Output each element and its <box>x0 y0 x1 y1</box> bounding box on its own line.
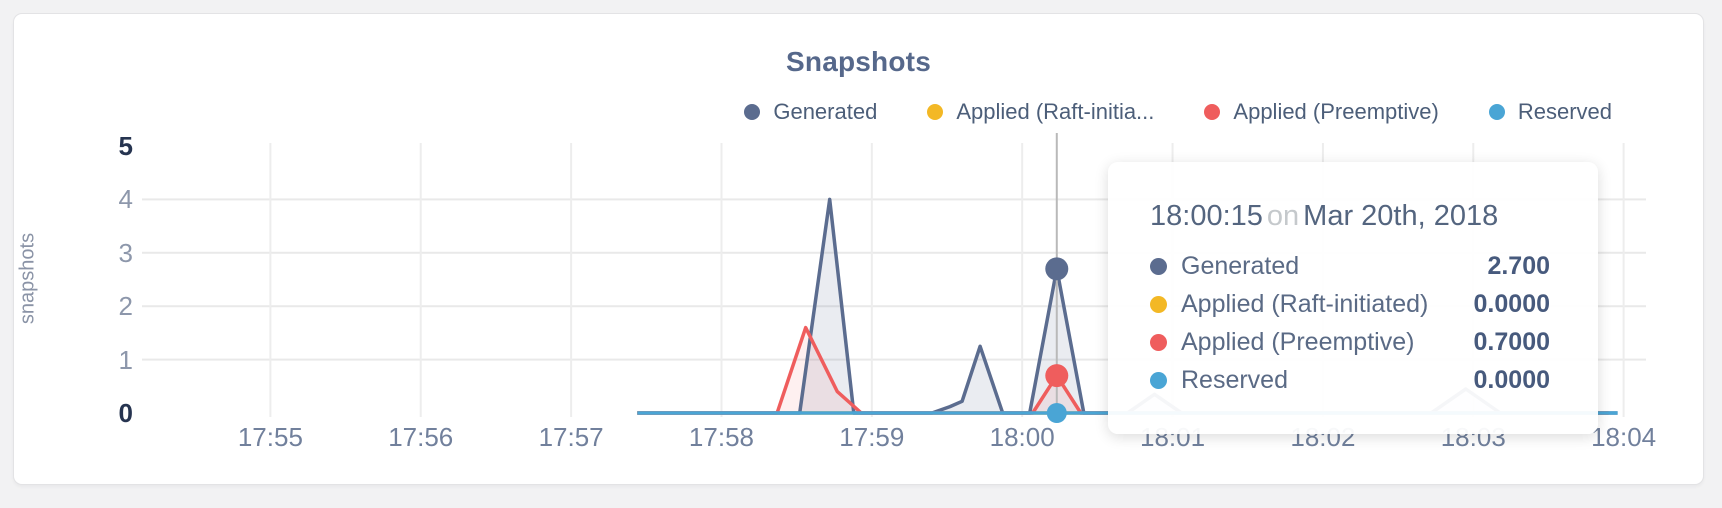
tooltip-row-reserved: Reserved 0.0000 <box>1150 361 1550 399</box>
tooltip-series-label: Reserved <box>1181 365 1288 394</box>
tooltip-connector: on <box>1266 200 1300 232</box>
tooltip-date: Mar 20th, 2018 <box>1303 200 1499 232</box>
x-tick-label: 17:59 <box>839 422 905 452</box>
legend-dot-icon <box>1204 104 1221 120</box>
x-tick-label: 17:58 <box>688 422 754 452</box>
tooltip-series-value: 2.700 <box>1487 251 1550 280</box>
hover-marker-Generated <box>1045 257 1069 281</box>
y-tick-label: 4 <box>118 184 133 215</box>
y-tick-label: 5 <box>118 131 133 161</box>
legend-item-applied-preemptive[interactable]: Applied (Preemptive) <box>1204 99 1439 125</box>
tooltip-series-value: 0.7000 <box>1473 327 1550 356</box>
y-tick-label: 1 <box>118 344 133 375</box>
legend-label: Applied (Preemptive) <box>1233 99 1439 124</box>
chart-title: Snapshots <box>786 46 931 77</box>
legend-item-generated[interactable]: Generated <box>744 99 877 125</box>
series-dot-icon <box>1150 295 1167 313</box>
tooltip-series-value: 0.0000 <box>1473 289 1550 318</box>
x-tick-label: 17:57 <box>538 422 604 452</box>
x-tick-label: 17:56 <box>388 422 454 452</box>
legend-item-applied-raft[interactable]: Applied (Raft-initia... <box>927 99 1154 125</box>
y-tick-label: 2 <box>118 291 133 322</box>
chart-legend: Generated Applied (Raft-initia... Applie… <box>744 99 1612 125</box>
tooltip-row-applied-raft: Applied (Raft-initiated) 0.0000 <box>1150 285 1550 323</box>
legend-label: Applied (Raft-initia... <box>956 99 1155 124</box>
legend-item-reserved[interactable]: Reserved <box>1488 99 1612 125</box>
tooltip-row-applied-preemptive: Applied (Preemptive) 0.7000 <box>1150 323 1550 361</box>
legend-label: Generated <box>773 99 878 124</box>
legend-label: Reserved <box>1517 99 1612 124</box>
tooltip-time: 18:00:15 <box>1150 200 1263 232</box>
legend-dot-icon <box>1488 104 1505 120</box>
x-tick-label: 18:04 <box>1591 422 1657 452</box>
series-dot-icon <box>1150 371 1167 389</box>
tooltip-row-generated: Generated 2.700 <box>1150 247 1550 285</box>
tooltip-series-label: Applied (Preemptive) <box>1181 327 1415 356</box>
legend-dot-icon <box>744 104 761 120</box>
tooltip-series-value: 0.0000 <box>1473 365 1550 394</box>
legend-dot-icon <box>927 104 944 120</box>
x-tick-label: 17:55 <box>237 422 303 452</box>
y-tick-label: 0 <box>118 398 133 428</box>
series-area-Generated <box>637 199 1618 413</box>
tooltip-series-label: Applied (Raft-initiated) <box>1181 289 1429 318</box>
hover-tooltip: 18:00:15 on Mar 20th, 2018 Generated 2.700… <box>1108 162 1598 434</box>
hover-marker-Applied (Preemptive) <box>1045 364 1069 388</box>
tooltip-header: 18:00:15 on Mar 20th, 2018 <box>1150 200 1550 233</box>
tooltip-series-label: Generated <box>1181 251 1300 280</box>
x-tick-label: 18:00 <box>989 422 1055 452</box>
series-dot-icon <box>1150 257 1167 275</box>
hover-marker-Reserved <box>1046 403 1067 423</box>
series-dot-icon <box>1150 333 1167 351</box>
y-tick-label: 3 <box>118 237 133 268</box>
